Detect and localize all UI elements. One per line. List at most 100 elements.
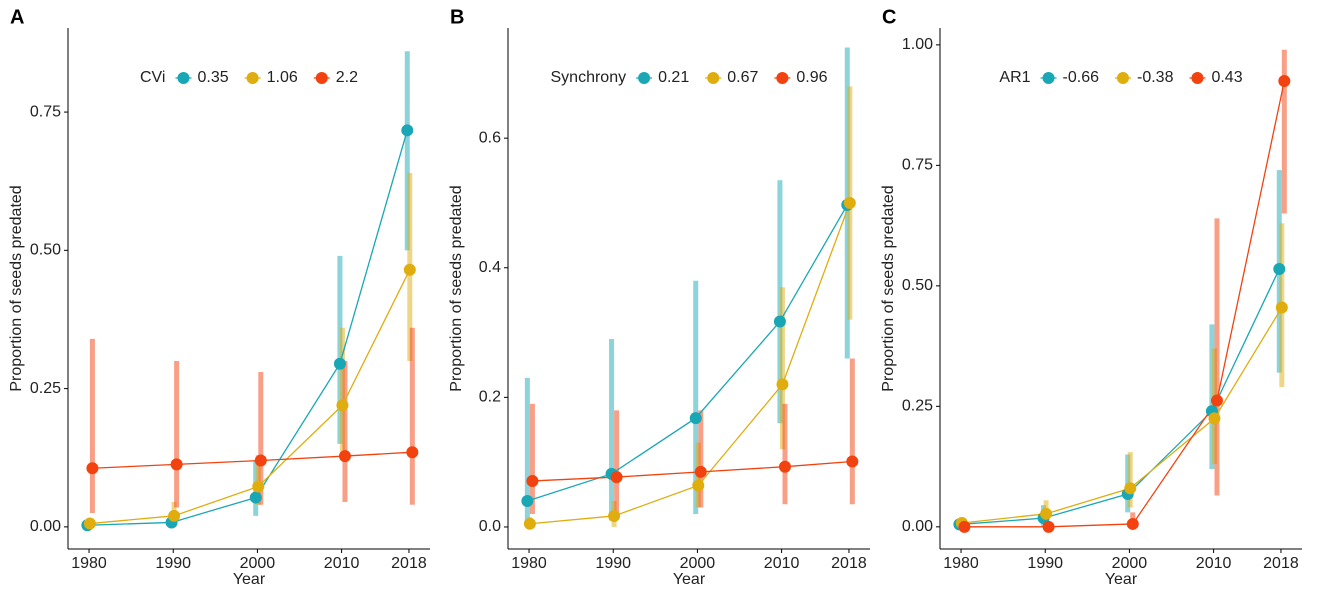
x-tick-label: 2000 bbox=[240, 555, 276, 572]
legend-label: 1.06 bbox=[267, 69, 298, 86]
x-tick-label: 2010 bbox=[764, 555, 800, 572]
legend-title: Synchrony bbox=[550, 69, 626, 86]
data-point bbox=[403, 263, 416, 276]
legend-key bbox=[1191, 72, 1204, 84]
data-point bbox=[521, 495, 534, 508]
x-axis-label: Year bbox=[1105, 571, 1138, 588]
x-tick-label: 1990 bbox=[155, 555, 191, 572]
data-point bbox=[958, 520, 971, 533]
data-point bbox=[1042, 520, 1055, 533]
data-point bbox=[523, 517, 536, 530]
legend-label: 0.43 bbox=[1211, 69, 1242, 86]
x-tick-label: 1980 bbox=[511, 555, 547, 572]
x-tick-label: 2018 bbox=[391, 555, 427, 572]
y-tick-label: 0.50 bbox=[30, 242, 61, 259]
y-axis-label: Proportion of seeds predated bbox=[880, 185, 897, 391]
data-point bbox=[773, 315, 786, 328]
x-tick-label: 2018 bbox=[831, 555, 867, 572]
legend-key bbox=[246, 72, 259, 84]
panel-label: A bbox=[10, 6, 24, 28]
legend-key bbox=[315, 72, 328, 84]
legend-key bbox=[177, 72, 190, 84]
legend-key bbox=[1042, 72, 1055, 84]
y-tick-label: 0.0 bbox=[479, 518, 501, 535]
y-axis-label: Proportion of seeds predated bbox=[8, 185, 25, 391]
panel-label: B bbox=[450, 6, 464, 28]
y-tick-label: 0.00 bbox=[30, 518, 61, 535]
series-line bbox=[92, 451, 413, 469]
data-point bbox=[249, 491, 262, 504]
data-point bbox=[1210, 394, 1223, 407]
legend-key bbox=[776, 72, 789, 84]
x-tick-label: 2018 bbox=[1263, 555, 1299, 572]
series-line bbox=[964, 80, 1285, 528]
data-point bbox=[689, 412, 702, 425]
y-tick-label: 0.75 bbox=[902, 157, 933, 174]
x-tick-label: 1990 bbox=[1027, 555, 1063, 572]
legend: CVi 0.35 1.06 2.2 bbox=[140, 69, 358, 86]
data-point bbox=[608, 509, 621, 522]
legend-label: 0.21 bbox=[658, 69, 689, 86]
legend-label: -0.66 bbox=[1063, 69, 1100, 86]
legend: AR1 -0.66 -0.38 0.43 bbox=[999, 69, 1242, 86]
data-point bbox=[401, 124, 414, 137]
series-line bbox=[527, 204, 848, 502]
legend-label: 0.35 bbox=[197, 69, 228, 86]
series-line bbox=[959, 268, 1280, 526]
x-tick-label: 2010 bbox=[324, 555, 360, 572]
legend-label: 0.96 bbox=[796, 69, 827, 86]
data-point bbox=[846, 455, 859, 468]
data-point bbox=[1040, 507, 1053, 520]
x-tick-label: 1980 bbox=[943, 555, 979, 572]
y-tick-label: 0.25 bbox=[30, 380, 61, 397]
series-line bbox=[529, 202, 851, 525]
legend: Synchrony 0.21 0.67 0.96 bbox=[550, 69, 827, 86]
y-tick-label: 0.50 bbox=[902, 277, 933, 294]
series-line bbox=[961, 307, 1283, 524]
y-tick-label: 0.75 bbox=[30, 103, 61, 120]
data-point bbox=[776, 378, 789, 391]
data-point bbox=[170, 458, 183, 471]
legend-key bbox=[1116, 72, 1129, 84]
legend-key bbox=[707, 72, 720, 84]
y-axis-label: Proportion of seeds predated bbox=[448, 185, 465, 391]
series-line bbox=[89, 269, 411, 525]
data-point bbox=[610, 471, 623, 484]
data-point bbox=[336, 399, 349, 412]
data-point bbox=[694, 465, 707, 478]
data-point bbox=[254, 454, 267, 467]
x-tick-label: 2000 bbox=[1112, 555, 1148, 572]
y-tick-label: 0.00 bbox=[902, 518, 933, 535]
x-tick-label: 1990 bbox=[595, 555, 631, 572]
data-point bbox=[1275, 301, 1288, 314]
data-point bbox=[1208, 412, 1221, 425]
data-point bbox=[338, 450, 351, 463]
x-tick-label: 1980 bbox=[71, 555, 107, 572]
data-point bbox=[1124, 482, 1137, 495]
y-tick-label: 0.25 bbox=[902, 398, 933, 415]
legend-title: AR1 bbox=[999, 69, 1030, 86]
panel-label: C bbox=[882, 6, 896, 28]
data-point bbox=[1278, 75, 1291, 88]
data-point bbox=[333, 357, 346, 370]
y-tick-label: 0.2 bbox=[479, 389, 501, 406]
data-point bbox=[778, 460, 791, 473]
x-tick-label: 2010 bbox=[1196, 555, 1232, 572]
data-point bbox=[86, 462, 99, 475]
data-point bbox=[168, 509, 181, 522]
legend-label: 0.67 bbox=[727, 69, 758, 86]
legend-label: 2.2 bbox=[336, 69, 358, 86]
x-axis-label: Year bbox=[233, 571, 266, 588]
data-point bbox=[1273, 262, 1286, 275]
data-point bbox=[252, 480, 265, 493]
legend-label: -0.38 bbox=[1137, 69, 1174, 86]
series-line bbox=[532, 460, 853, 482]
data-point bbox=[692, 479, 705, 492]
x-axis-label: Year bbox=[673, 571, 706, 588]
legend-key bbox=[638, 72, 651, 84]
data-point bbox=[83, 517, 96, 530]
data-point bbox=[406, 446, 419, 459]
x-tick-label: 2000 bbox=[680, 555, 716, 572]
data-point bbox=[1126, 517, 1139, 530]
y-tick-label: 1.00 bbox=[902, 36, 933, 53]
